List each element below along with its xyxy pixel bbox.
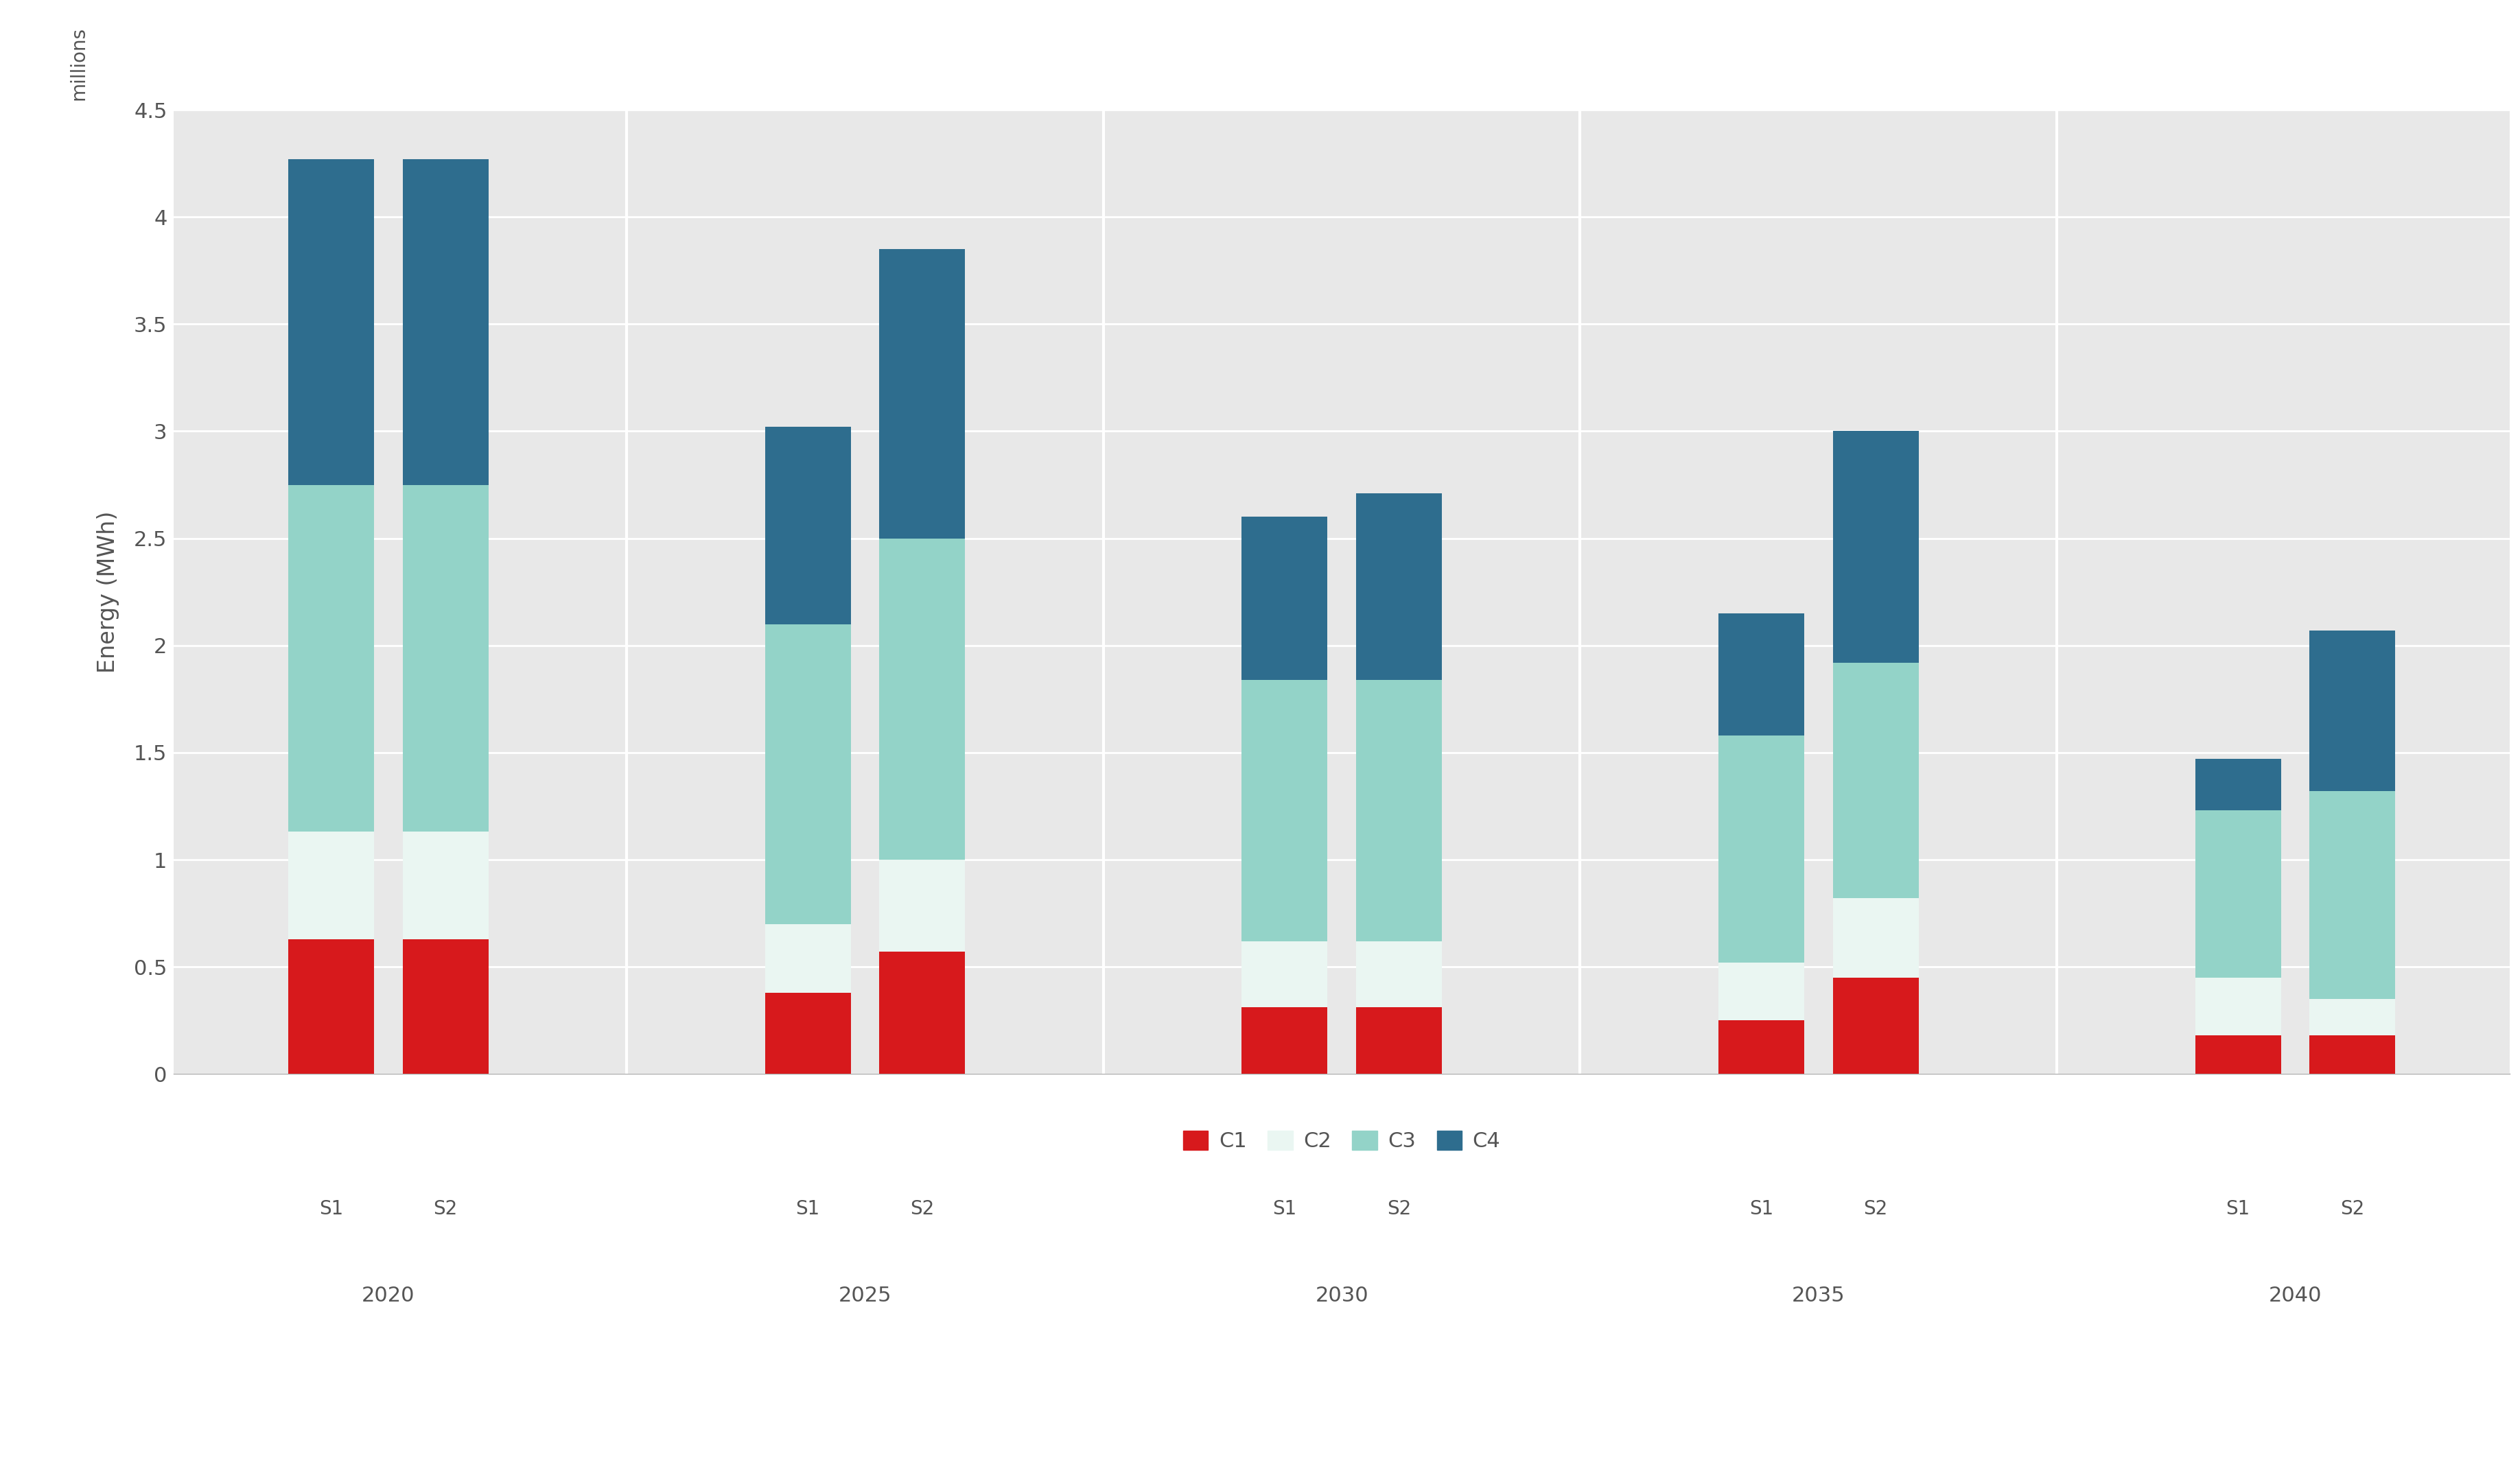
Text: 2035: 2035: [1792, 1286, 1845, 1306]
Bar: [1356, 1008, 1441, 1074]
Bar: [2195, 1036, 2281, 1074]
Bar: [879, 859, 965, 952]
Bar: [1719, 613, 1804, 736]
Bar: [287, 159, 373, 485]
Bar: [1242, 516, 1328, 680]
Text: S1: S1: [320, 1199, 343, 1218]
Text: S1: S1: [1749, 1199, 1774, 1218]
Text: S2: S2: [2341, 1199, 2364, 1218]
Bar: [1242, 941, 1328, 1008]
Bar: [879, 538, 965, 859]
Bar: [2308, 791, 2397, 999]
Bar: [1356, 680, 1441, 941]
Text: S1: S1: [1273, 1199, 1298, 1218]
Bar: [1719, 1021, 1804, 1074]
Bar: [1719, 962, 1804, 1021]
Bar: [766, 993, 852, 1074]
Bar: [287, 938, 373, 1074]
Bar: [1832, 431, 1918, 662]
Bar: [1832, 662, 1918, 899]
Bar: [2308, 1036, 2397, 1074]
Text: millions: millions: [68, 26, 88, 100]
Bar: [1719, 736, 1804, 962]
Bar: [2195, 978, 2281, 1036]
Text: S2: S2: [910, 1199, 935, 1218]
Bar: [403, 159, 489, 485]
Bar: [2308, 999, 2397, 1036]
Bar: [287, 485, 373, 831]
Bar: [403, 938, 489, 1074]
Bar: [403, 485, 489, 831]
Text: 2025: 2025: [839, 1286, 892, 1306]
Bar: [766, 427, 852, 624]
Bar: [879, 249, 965, 538]
Text: S2: S2: [433, 1199, 459, 1218]
Text: S1: S1: [2225, 1199, 2250, 1218]
Bar: [2308, 631, 2397, 791]
Text: S1: S1: [796, 1199, 819, 1218]
Y-axis label: Energy (MWh): Energy (MWh): [96, 510, 118, 672]
Bar: [766, 624, 852, 924]
Bar: [766, 924, 852, 993]
Bar: [879, 952, 965, 1074]
Bar: [1356, 941, 1441, 1008]
Bar: [1832, 978, 1918, 1074]
Legend: C1, C2, C3, C4: C1, C2, C3, C4: [1174, 1122, 1509, 1159]
Bar: [1832, 899, 1918, 978]
Bar: [1242, 680, 1328, 941]
Bar: [2195, 759, 2281, 811]
Text: 2030: 2030: [1315, 1286, 1368, 1306]
Text: 2040: 2040: [2268, 1286, 2321, 1306]
Text: 2020: 2020: [363, 1286, 416, 1306]
Bar: [287, 831, 373, 938]
Bar: [403, 831, 489, 938]
Text: S2: S2: [1865, 1199, 1887, 1218]
Text: S2: S2: [1386, 1199, 1411, 1218]
Bar: [1242, 1008, 1328, 1074]
Bar: [2195, 811, 2281, 978]
Bar: [1356, 493, 1441, 680]
